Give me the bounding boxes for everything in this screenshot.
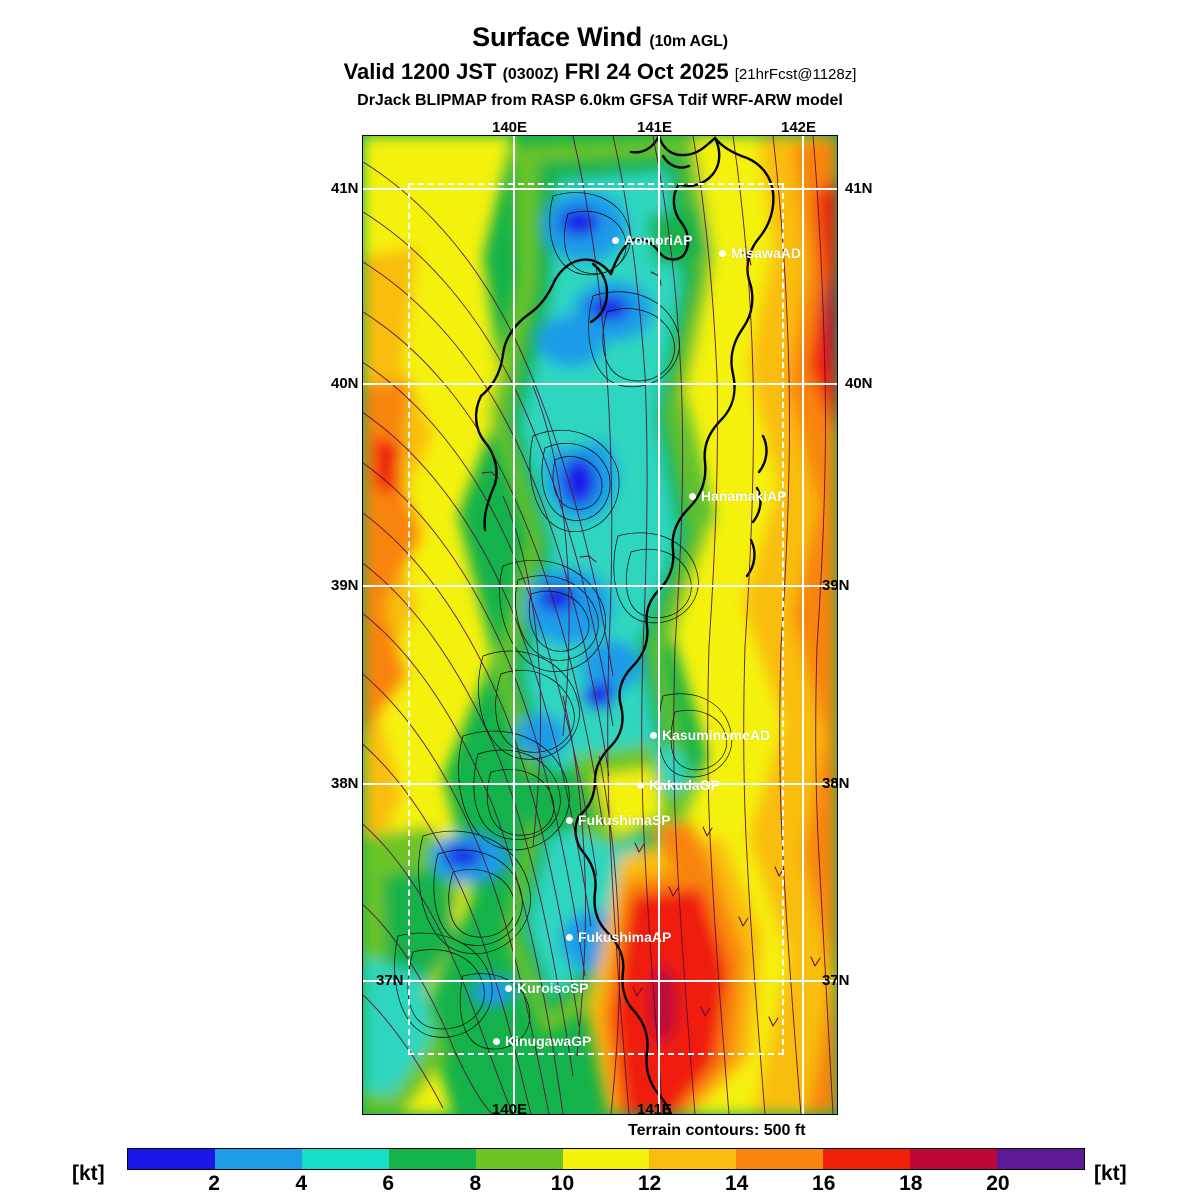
station-label: KinugawaGP <box>505 1033 592 1049</box>
title-main: Surface Wind <box>472 22 643 52</box>
gridline-lat-39n <box>363 585 837 587</box>
weather-map[interactable] <box>362 135 838 1115</box>
page-title: Surface Wind (10m AGL) <box>0 22 1200 57</box>
gridline-lat-41n <box>363 188 837 190</box>
colorbar-tick-12: 12 <box>637 1172 662 1195</box>
colorbar-tick-14: 14 <box>724 1172 749 1195</box>
colorbar-band-4 <box>475 1149 563 1169</box>
colorbar-tick-4: 4 <box>295 1172 308 1195</box>
lat-label-left-37n: 37N <box>376 972 404 989</box>
gridline-lon-142e <box>802 136 804 1114</box>
streamline-arrowheads <box>481 251 821 1027</box>
station-marker-icon <box>493 1037 500 1045</box>
lat-label-right-38n: 38N <box>822 775 850 792</box>
station-label: MisawaAD <box>731 245 802 261</box>
station-fukushimasp[interactable]: FukushimaSP <box>566 812 671 828</box>
lon-label-top-140e: 140E <box>492 119 528 136</box>
station-marker-icon <box>719 249 726 257</box>
colorbar-tick-16: 16 <box>812 1172 836 1195</box>
colorbar-band-7 <box>736 1149 824 1169</box>
station-marker-icon <box>650 731 657 739</box>
lon-label-top-142e: 142E <box>781 119 817 136</box>
colorbar-band-1 <box>214 1149 302 1169</box>
model-line: DrJack BLIPMAP from RASP 6.0km GFSA Tdif… <box>357 92 843 109</box>
colorbar-band-9 <box>910 1149 998 1169</box>
colorbar-band-6 <box>649 1149 737 1169</box>
station-label: KasuminomeAD <box>662 727 771 743</box>
lat-label-left-41n: 41N <box>331 180 359 197</box>
colorbar-tick-20: 20 <box>986 1172 1010 1195</box>
colorbar-tick-8: 8 <box>469 1172 482 1195</box>
station-marker-icon <box>505 984 512 992</box>
gridline-lon-140e <box>513 136 515 1114</box>
colorbar-band-8 <box>823 1149 911 1169</box>
colorbar-unit-left: [kt] <box>72 1162 105 1185</box>
station-misawaad[interactable]: MisawaAD <box>719 245 801 261</box>
lon-label-bottom-140e: 140E <box>492 1101 528 1118</box>
lat-label-right-41n: 41N <box>845 180 873 197</box>
valid-time-line: Valid 1200 JST (0300Z) FRI 24 Oct 2025 [… <box>0 59 1200 88</box>
lat-label-right-37n: 37N <box>822 972 850 989</box>
valid-prefix: Valid 1200 JST <box>343 59 497 84</box>
colorbar-tick-18: 18 <box>899 1172 923 1195</box>
colorbar-band-2 <box>301 1149 389 1169</box>
lon-label-top-141e: 141E <box>637 119 673 136</box>
valid-date: FRI 24 Oct 2025 <box>564 59 729 84</box>
station-label: FukushimaAP <box>578 929 672 945</box>
station-marker-icon <box>566 816 573 824</box>
lat-label-right-39n: 39N <box>822 577 850 594</box>
gridline-lon-141e <box>658 136 660 1114</box>
colorbar-tick-10: 10 <box>550 1172 575 1195</box>
colorbar-strip[interactable] <box>127 1148 1085 1170</box>
gridline-lat-40n <box>363 383 837 385</box>
lat-label-left-38n: 38N <box>331 775 359 792</box>
forecast-tag: [21hrFcst@1128z] <box>734 66 857 83</box>
wind-streamlines <box>363 136 834 1114</box>
lat-label-left-39n: 39N <box>331 577 359 594</box>
station-label: AomoriAP <box>624 232 693 248</box>
colorbar-band-10 <box>997 1149 1084 1169</box>
station-marker-icon <box>689 492 696 500</box>
colorbar-tick-2: 2 <box>208 1172 220 1195</box>
colorbar-tick-6: 6 <box>382 1172 395 1195</box>
station-hanamakiap[interactable]: HanamakiAP <box>689 488 787 504</box>
station-label: HanamakiAP <box>701 488 787 504</box>
station-kinugawagp[interactable]: KinugawaGP <box>493 1033 591 1049</box>
station-marker-icon <box>637 781 644 789</box>
terrain-contour-note: Terrain contours: 500 ft <box>628 1122 806 1139</box>
title-main-sub: (10m AGL) <box>649 33 728 50</box>
station-kasuminomead[interactable]: KasuminomeAD <box>650 727 770 743</box>
lon-label-bottom-141e: 141E <box>637 1101 673 1118</box>
forecast-domain-box <box>408 183 784 1055</box>
lat-label-left-40n: 40N <box>331 375 359 392</box>
lat-label-right-40n: 40N <box>845 375 873 392</box>
gridline-lat-37n <box>363 980 837 982</box>
colorbar-band-5 <box>562 1149 650 1169</box>
colorbar: [kt] [kt] 2 4 6 8 10 12 14 16 18 20 <box>0 1148 1200 1200</box>
station-kakudagp[interactable]: KakudaGP <box>637 777 720 793</box>
station-label: KakudaGP <box>649 777 720 793</box>
valid-utc: (0300Z) <box>502 66 559 83</box>
station-marker-icon <box>566 933 573 941</box>
coastline <box>474 136 775 1114</box>
colorbar-band-3 <box>388 1149 476 1169</box>
colorbar-unit-right: [kt] <box>1094 1162 1127 1185</box>
station-label: FukushimaSP <box>578 812 671 828</box>
title-block: Surface Wind (10m AGL) Valid 1200 JST (0… <box>0 22 1200 111</box>
station-kuroisosp[interactable]: KuroisoSP <box>505 980 589 996</box>
gridline-lat-38n <box>363 783 837 785</box>
station-fukushimaap[interactable]: FukushimaAP <box>566 929 671 945</box>
colorbar-band-0 <box>128 1149 215 1169</box>
station-aomoriap[interactable]: AomoriAP <box>612 232 692 248</box>
station-marker-icon <box>612 236 619 244</box>
station-label: KuroisoSP <box>517 980 589 996</box>
